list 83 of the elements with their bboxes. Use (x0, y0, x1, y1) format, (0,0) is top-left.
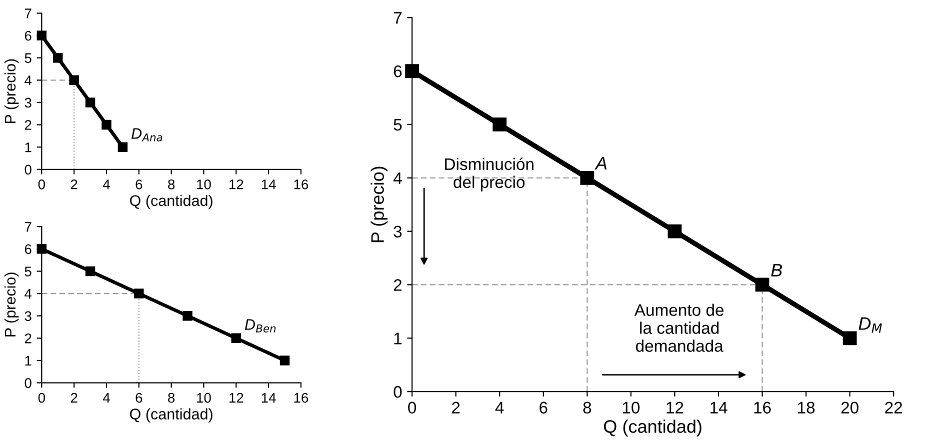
point (580, 170, 594, 185)
y-tick-label: 2 (394, 279, 402, 291)
point (102, 120, 112, 130)
x-tick-label: 10 (197, 179, 211, 190)
point (85, 266, 96, 276)
x-tick-label: 16 (294, 392, 308, 403)
x-tick-label: 6 (136, 392, 142, 403)
x-axis-title: Q (cantidad) (130, 194, 212, 210)
point (755, 278, 770, 292)
x-tick-label: 12 (229, 392, 244, 403)
annotation: Disminución del precio (445, 158, 534, 192)
x-tick-label: 14 (710, 402, 728, 414)
x-tick-label: 2 (70, 392, 78, 403)
x-tick-label: 4 (495, 402, 504, 414)
y-tick-label: 7 (24, 222, 32, 232)
x-tick-label: 20 (841, 402, 858, 414)
point (492, 118, 507, 132)
y-tick-label: 3 (394, 226, 402, 238)
point (36, 30, 47, 40)
y-tick-label: 7 (24, 8, 32, 18)
x-tick-label: 6 (540, 402, 548, 414)
y-axis-title: P (precio) (4, 272, 19, 336)
point (842, 331, 857, 346)
x-tick-label: 10 (622, 402, 640, 414)
point (36, 244, 47, 254)
x-axis-title: Q (cantidad) (604, 420, 702, 436)
y-tick-label: 0 (24, 378, 32, 388)
y-tick-label: 6 (394, 65, 402, 78)
point (182, 310, 192, 321)
y-tick-label: 2 (24, 334, 32, 344)
y-tick-label: 1 (394, 332, 402, 344)
point (134, 288, 144, 298)
point (85, 98, 96, 108)
y-tick-label: 0 (24, 164, 32, 175)
y-tick-label: 6 (24, 244, 32, 254)
annotation: B (771, 264, 782, 276)
annotation: D$_{M}$ (858, 317, 882, 333)
y-tick-label: 3 (24, 311, 32, 322)
x-tick-label: 6 (136, 179, 142, 190)
annotation: Aumento de la cantidad demandada (634, 304, 724, 352)
point (118, 142, 128, 152)
x-tick-label: 8 (168, 179, 175, 190)
annotation: D$_{Ben}$ (244, 319, 276, 332)
x-tick-label: 8 (168, 392, 175, 403)
point (668, 224, 682, 238)
y-tick-label: 4 (24, 76, 32, 86)
x-tick-label: 4 (102, 393, 110, 403)
y-tick-label: 5 (24, 266, 32, 276)
x-tick-label: 12 (229, 179, 244, 190)
y-axis-title: P (precio) (370, 166, 388, 242)
y-tick-label: 5 (394, 119, 402, 131)
point (53, 52, 63, 63)
annotation: A (594, 157, 607, 170)
x-tick-label: 0 (38, 392, 45, 403)
y-tick-label: 2 (24, 120, 32, 130)
x-tick-label: 12 (666, 402, 684, 414)
x-tick-label: 18 (798, 402, 815, 414)
x-tick-label: 10 (197, 392, 211, 403)
point (405, 64, 420, 78)
y-tick-label: 3 (24, 98, 32, 108)
annotation: D$_{Ana}$ (132, 128, 162, 142)
x-tick-label: 22 (885, 402, 902, 414)
y-tick-label: 5 (24, 53, 32, 63)
y-tick-label: 1 (25, 142, 32, 152)
y-tick-label: 7 (394, 12, 402, 24)
x-tick-label: 16 (754, 402, 771, 414)
x-tick-label: 4 (102, 180, 110, 190)
y-axis-title: P (precio) (4, 59, 19, 124)
y-tick-label: 6 (24, 30, 32, 41)
x-axis-title: Q (cantidad) (130, 408, 212, 422)
x-tick-label: 0 (38, 179, 45, 190)
x-tick-label: 14 (262, 180, 276, 190)
x-tick-label: 14 (262, 393, 276, 403)
x-tick-label: 2 (452, 402, 460, 414)
x-tick-label: 2 (70, 179, 78, 190)
point (69, 75, 79, 86)
x-tick-label: 16 (294, 179, 308, 190)
x-tick-label: 0 (408, 402, 416, 414)
y-tick-label: 4 (24, 289, 32, 299)
x-tick-label: 8 (583, 402, 592, 414)
point (280, 356, 290, 366)
y-tick-label: 1 (25, 356, 32, 366)
point (231, 333, 241, 344)
